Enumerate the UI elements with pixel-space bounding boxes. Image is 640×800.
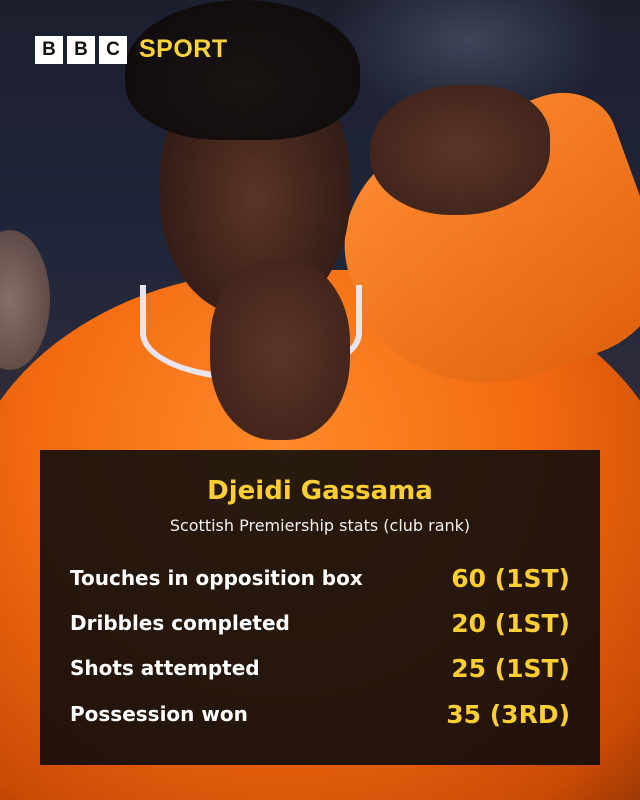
stats-panel: Djeidi Gassama Scottish Premiership stat…	[40, 450, 600, 765]
stat-value: 60 (1ST)	[451, 563, 570, 593]
player-hair	[125, 0, 360, 140]
stats-subtitle: Scottish Premiership stats (club rank)	[169, 516, 471, 535]
stat-value: 25 (1ST)	[451, 653, 570, 683]
stat-row: Dribbles completed 20 (1ST)	[70, 605, 570, 641]
stat-row: Shots attempted 25 (1ST)	[70, 650, 570, 686]
stat-row: Possession won 35 (3RD)	[70, 696, 570, 732]
hand-shush	[210, 260, 350, 440]
stat-label: Possession won	[70, 702, 248, 726]
stat-label: Shots attempted	[70, 656, 260, 680]
background-figure	[0, 230, 50, 370]
stat-value: 35 (3RD)	[446, 699, 570, 729]
hand-at-temple	[370, 85, 550, 215]
bbc-logo-box: C	[99, 35, 127, 64]
stat-value: 20 (1ST)	[451, 608, 570, 638]
bbc-logo-box: B	[67, 35, 95, 64]
player-name: Djeidi Gassama	[207, 476, 433, 506]
bbc-sport-logo: B B C SPORT	[35, 35, 228, 64]
bbc-logo-box: B	[35, 35, 63, 64]
stat-label: Touches in opposition box	[70, 566, 363, 590]
sport-wordmark: SPORT	[139, 35, 228, 63]
stat-row: Touches in opposition box 60 (1ST)	[70, 560, 570, 596]
stat-label: Dribbles completed	[70, 611, 290, 635]
